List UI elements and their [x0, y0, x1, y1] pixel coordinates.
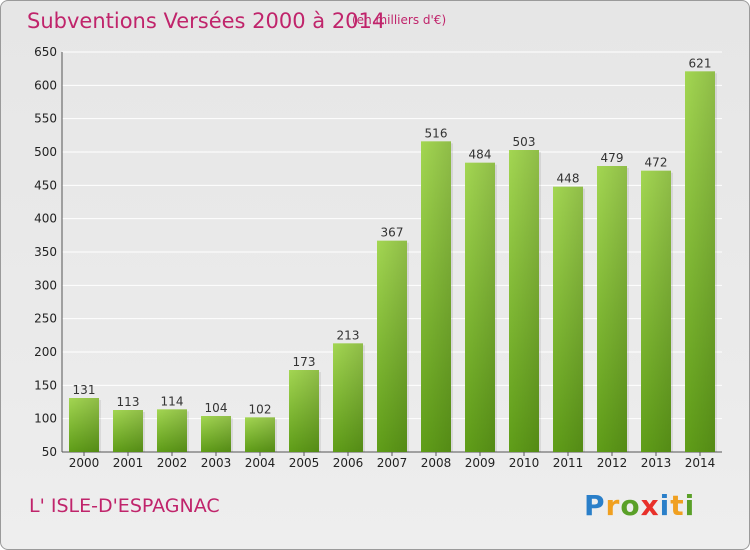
x-tick-label: 2012 [597, 456, 628, 470]
x-tick-label: 2007 [377, 456, 408, 470]
place-name: L' ISLE-D'ESPAGNAC [29, 495, 220, 517]
proxiti-logo[interactable]: Proxiti [584, 489, 696, 522]
x-tick-labels: 2000 2001 2002 2003 2004 2005 2006 2007 2008 2009… [69, 452, 716, 470]
bar [289, 370, 321, 452]
chart-subtitle: (en milliers d'€) [352, 13, 447, 27]
y-tick-label: 250 [34, 312, 57, 326]
data-label: 104 [205, 401, 228, 415]
x-tick-label: 2013 [641, 456, 672, 470]
data-label: 213 [337, 328, 360, 342]
bar [641, 170, 673, 452]
data-label: 173 [293, 355, 316, 369]
bar [201, 416, 233, 452]
y-tick-label: 200 [34, 345, 57, 359]
data-label: 131 [73, 383, 96, 397]
y-tick-label: 600 [34, 78, 57, 92]
bar [509, 150, 541, 452]
y-tick-label: 500 [34, 145, 57, 159]
bar [333, 343, 365, 452]
x-tick-label: 2009 [465, 456, 496, 470]
bar [553, 186, 585, 452]
data-label: 113 [117, 395, 140, 409]
data-label: 479 [601, 151, 624, 165]
bar [421, 141, 453, 453]
bar [157, 409, 189, 452]
x-tick-label: 2008 [421, 456, 452, 470]
y-tick-label: 100 [34, 412, 57, 426]
data-label: 503 [513, 135, 536, 149]
y-tick-label: 150 [34, 378, 57, 392]
data-label: 367 [381, 226, 404, 240]
y-tick-label: 300 [34, 278, 57, 292]
data-label: 448 [557, 172, 580, 186]
x-tick-label: 2014 [685, 456, 716, 470]
data-label: 621 [689, 56, 712, 70]
y-tick-label: 400 [34, 212, 57, 226]
x-tick-label: 2001 [113, 456, 144, 470]
x-tick-label: 2006 [333, 456, 364, 470]
data-label: 516 [425, 126, 448, 140]
data-labels: 131 113 114 104 102 173 213 367 516 484 503 448 479 4… [73, 56, 712, 416]
bar [69, 398, 101, 452]
y-tick-label: 650 [34, 45, 57, 59]
y-tick-label: 50 [42, 445, 57, 459]
y-tick-label: 450 [34, 178, 57, 192]
x-tick-label: 2002 [157, 456, 188, 470]
x-tick-label: 2004 [245, 456, 276, 470]
bar [465, 162, 497, 452]
bar [685, 71, 717, 452]
x-tick-label: 2000 [69, 456, 100, 470]
bars [69, 71, 717, 453]
bar [597, 166, 629, 452]
bar [113, 410, 145, 452]
x-tick-label: 2003 [201, 456, 232, 470]
data-label: 484 [469, 148, 492, 162]
chart-title: Subventions Versées 2000 à 2014 [27, 9, 386, 33]
y-tick-labels: 50 100 150 200 250 300 350 400 450 500 550 600 650 [34, 45, 57, 459]
data-label: 102 [249, 402, 272, 416]
bar [245, 417, 277, 452]
x-tick-label: 2010 [509, 456, 540, 470]
bar [377, 240, 409, 452]
data-label: 472 [645, 156, 668, 170]
x-tick-label: 2011 [553, 456, 584, 470]
y-tick-label: 550 [34, 112, 57, 126]
y-tick-label: 350 [34, 245, 57, 259]
data-label: 114 [161, 394, 184, 408]
x-tick-label: 2005 [289, 456, 320, 470]
